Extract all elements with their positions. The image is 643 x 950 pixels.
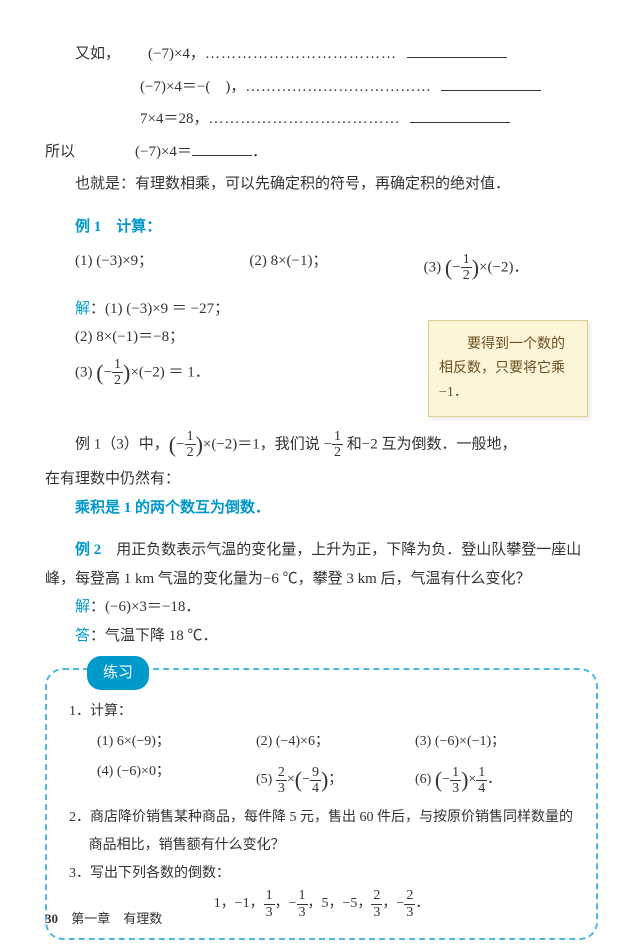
expr: 7×4＝28， xyxy=(140,105,208,134)
text: ×(−2)． xyxy=(479,259,528,275)
expr: (−7)×4， xyxy=(148,40,205,69)
p4: (4) (−6)×0； xyxy=(97,758,256,802)
num: 1 xyxy=(112,357,123,373)
q2: (2) 8×(−1)； xyxy=(249,247,423,289)
q1: (1) (−3)×9； xyxy=(75,247,249,289)
text: (5) xyxy=(256,773,276,788)
num: 1 xyxy=(461,252,472,268)
num: 2 xyxy=(371,888,382,904)
den: 2 xyxy=(112,373,123,388)
dots: ……………………………… xyxy=(245,73,431,102)
text: (3) xyxy=(75,364,96,380)
ex2-body1: 用正负数表示气温的变化量，上升为正，下降为负．登山队攀登一座山 xyxy=(101,542,581,558)
text: ×(−2)＝1，我们说 xyxy=(203,436,324,452)
text: ，5，−5， xyxy=(308,897,372,912)
practice-row1: (1) 6×(−9)； (2) (−4)×6； (3) (−6)×(−1)； xyxy=(69,728,574,756)
example-1-title: 例 1 计算： xyxy=(75,219,161,235)
text: ． xyxy=(487,773,501,788)
practice-row2: (4) (−6)×0； (5) 23×(−94)； (6) (−13)×14． xyxy=(69,758,574,802)
q3: (3) (−12)×(−2)． xyxy=(424,247,598,289)
num: 1 xyxy=(264,888,275,904)
conclusion: 也就是：有理数相乘，可以先确定积的符号，再确定积的绝对值． xyxy=(45,170,598,199)
dots: ……………………………… xyxy=(208,105,400,134)
text: 又如， xyxy=(45,40,120,69)
dots: ……………………………… xyxy=(205,40,397,69)
solve-body: ：(−6)×3＝−18． xyxy=(90,599,200,615)
num: 1 xyxy=(332,429,343,445)
practice-label: 练习 xyxy=(87,656,149,690)
den: 3 xyxy=(276,781,287,796)
ex2-body2: 峰，每登高 1 km 气温的变化量为−6 ℃，攀登 3 km 后，气温有什么变化… xyxy=(45,565,598,594)
derivation-block: 又如， (−7)×4， ……………………………… (−7)×4＝−( )， ……… xyxy=(45,40,598,199)
num: 1 xyxy=(297,888,308,904)
expr: (−7)×4＝−( )， xyxy=(140,73,245,102)
num: 1 xyxy=(450,765,461,781)
text: 和−2 互为倒数．一般地， xyxy=(343,436,516,452)
chapter-title: 第一章 有理数 xyxy=(71,911,162,926)
den: 3 xyxy=(297,905,308,920)
num: 2 xyxy=(404,888,415,904)
num: 9 xyxy=(310,765,321,781)
den: 3 xyxy=(371,905,382,920)
den: 2 xyxy=(185,445,196,460)
text: ； xyxy=(328,773,342,788)
den: 4 xyxy=(476,781,487,796)
den: 2 xyxy=(461,268,472,283)
answer-body: ：气温下降 18 ℃． xyxy=(90,628,218,644)
den: 3 xyxy=(404,905,415,920)
practice-q1-title: 1．计算： xyxy=(69,698,574,726)
p6: (6) (−13)×14． xyxy=(415,758,574,802)
p1: (1) 6×(−9)； xyxy=(97,728,256,756)
solve-label: 解 xyxy=(75,301,90,317)
text: ， xyxy=(275,897,289,912)
practice-q2: 2．商店降价销售某种商品，每件降 5 元，售出 60 件后，与按原价销售同样数量… xyxy=(69,804,574,832)
expr: (−7)×4＝ xyxy=(135,138,192,167)
blank-short xyxy=(192,142,252,156)
answer-1: ：(1) (−3)×9 ＝ −27； xyxy=(90,301,229,317)
practice-box: 练习 1．计算： (1) 6×(−9)； (2) (−4)×6； (3) (−6… xyxy=(45,668,598,940)
blank-line xyxy=(441,77,541,91)
page-number: 30 xyxy=(45,911,58,926)
text: ， xyxy=(382,897,396,912)
solve-label: 解 xyxy=(75,599,90,615)
page-footer: 30 第一章 有理数 xyxy=(45,907,162,932)
reciprocal-paragraph: 例 1（3）中，(−12)×(−2)＝1，我们说 −12 和−2 互为倒数．一般… xyxy=(45,424,598,523)
reciprocal-rule: 乘积是 1 的两个数互为倒数． xyxy=(45,494,598,523)
num: 1 xyxy=(185,429,196,445)
practice-q2b: 商品相比，销售额有什么变化？ xyxy=(69,832,574,860)
example-2: 例 2 用正负数表示气温的变化量，上升为正，下降为负．登山队攀登一座山 峰，每登… xyxy=(45,536,598,650)
text: (3) xyxy=(424,259,445,275)
p5: (5) 23×(−94)； xyxy=(256,758,415,802)
text: 所以 xyxy=(45,138,75,167)
text: (6) xyxy=(415,773,435,788)
sticky-note: 要得到一个数的相反数，只要将它乘 −1． xyxy=(428,320,588,417)
text: ． xyxy=(415,897,429,912)
answer-label: 答 xyxy=(75,628,90,644)
num: 2 xyxy=(276,765,287,781)
text: ． xyxy=(252,138,267,167)
p3: (3) (−6)×(−1)； xyxy=(415,728,574,756)
den: 3 xyxy=(450,781,461,796)
line2: 在有理数中仍然有： xyxy=(45,465,598,494)
example-1-questions: (1) (−3)×9； (2) 8×(−1)； (3) (−12)×(−2)． xyxy=(45,247,598,289)
blank-line xyxy=(407,44,507,58)
p2: (2) (−4)×6； xyxy=(256,728,415,756)
text: ×(−2) ＝ 1． xyxy=(130,364,209,380)
den: 3 xyxy=(264,905,275,920)
den: 4 xyxy=(310,781,321,796)
line1: 例 1（3）中，(−12)×(−2)＝1，我们说 −12 和−2 互为倒数．一般… xyxy=(45,424,598,466)
den: 2 xyxy=(332,445,343,460)
example-2-title: 例 2 xyxy=(75,542,101,558)
num: 1 xyxy=(476,765,487,781)
practice-q3: 3．写出下列各数的倒数： xyxy=(69,860,574,888)
blank-line xyxy=(410,109,510,123)
text: 1，−1， xyxy=(214,897,264,912)
text: 例 1（3）中， xyxy=(45,436,169,452)
